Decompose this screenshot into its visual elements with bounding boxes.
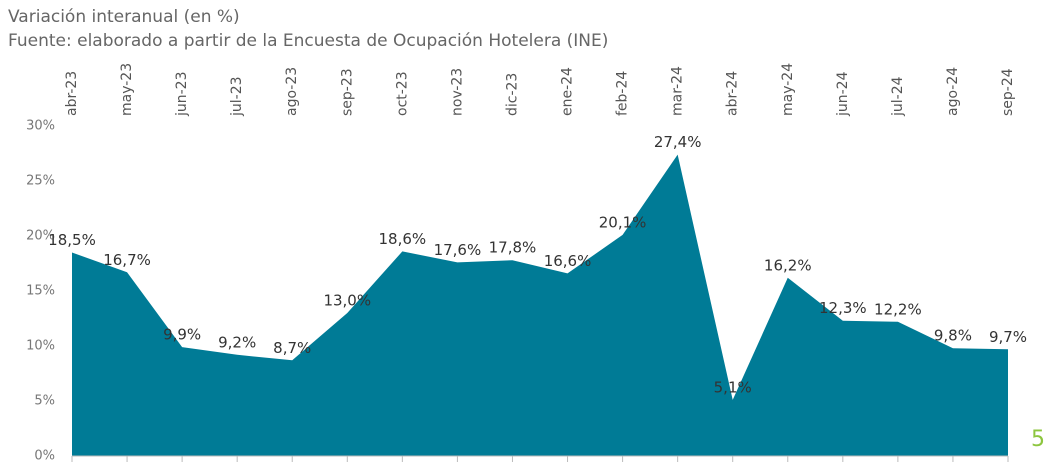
value-label: 20,1% [599,213,647,231]
value-label: 9,9% [163,326,201,344]
value-label: 17,6% [434,241,482,259]
x-tick-label: sep-23 [339,68,355,116]
x-tick-label: abr-24 [725,71,741,116]
x-tick-label: dic-23 [504,73,520,116]
x-tick-label: jun-23 [174,71,190,117]
value-label: 12,3% [819,299,867,317]
value-label: 13,0% [323,292,371,310]
value-label: 8,7% [273,339,311,357]
y-tick-label: 15% [26,284,55,299]
x-tick-label: nov-23 [449,68,465,116]
x-tick-label: feb-24 [615,71,631,116]
chart-subtitle: Fuente: elaborado a partir de la Encuest… [8,31,608,51]
y-tick-label: 20% [26,229,55,244]
value-label: 12,2% [874,300,922,318]
x-tick-label: ago-24 [945,67,961,116]
value-label: 18,6% [379,230,427,248]
area [72,154,1008,456]
value-label: 16,7% [103,251,151,269]
y-tick-label: 5% [34,394,55,409]
x-tick-label: oct-23 [394,71,410,116]
value-label: 9,8% [934,327,972,345]
y-tick-label: 10% [26,339,55,354]
x-tick-label: may-23 [119,63,135,116]
value-label: 16,6% [544,252,592,270]
x-tick-label: sep-24 [1000,68,1016,116]
x-tick-label: abr-23 [64,71,80,116]
value-label: 27,4% [654,133,702,151]
value-label: 9,2% [218,333,256,351]
x-tick-label: jul-23 [229,76,245,117]
value-label: 17,8% [489,239,537,257]
y-tick-label: 0% [34,449,55,462]
x-tick-label: may-24 [780,63,796,116]
x-tick-label: ago-23 [284,67,300,116]
x-tick-label: jun-24 [835,71,851,117]
x-tick-label: ene-24 [560,67,576,116]
chart-title: Variación interanual (en %) [8,7,240,27]
value-label: 16,2% [764,256,812,274]
value-label: 5,1% [714,378,752,396]
y-tick-label: 25% [26,174,55,189]
value-label: 9,7% [989,328,1027,346]
value-label: 18,5% [48,231,96,249]
x-tick-label: jul-24 [890,76,906,117]
page-number: 5 [1031,427,1045,452]
x-tick-label: mar-24 [670,66,686,116]
y-tick-label: 30% [26,119,55,134]
